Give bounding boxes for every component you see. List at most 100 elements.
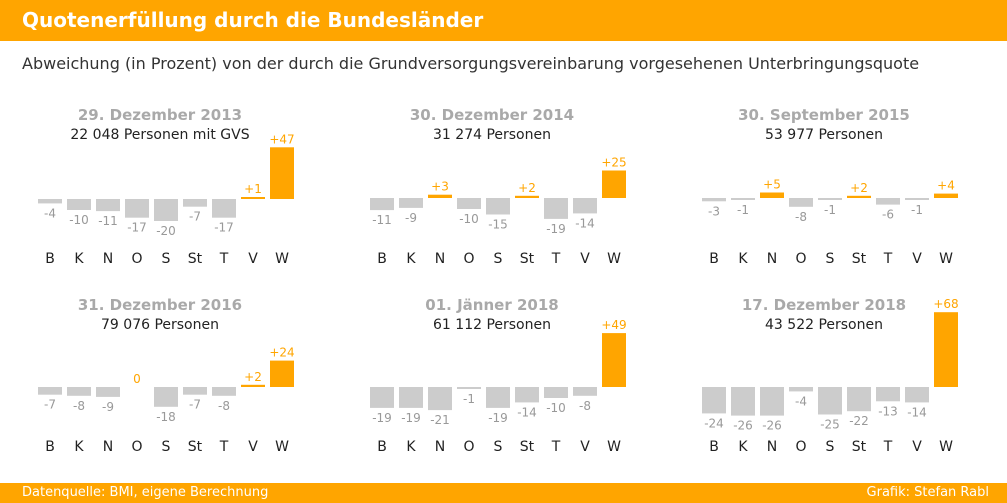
- bar-N: [428, 387, 452, 411]
- header-bar: Quotenerfüllung durch die Bundesländer: [0, 0, 1007, 41]
- bar-T: [876, 387, 900, 402]
- bar-S: [486, 198, 510, 215]
- value-label: -1: [824, 203, 836, 217]
- bar-O: [457, 198, 481, 209]
- bar-N: [760, 387, 784, 416]
- value-label: +49: [601, 318, 626, 332]
- bar-V: [573, 198, 597, 214]
- value-label: +5: [763, 178, 781, 192]
- value-label: -11: [98, 214, 118, 228]
- bar-O: [457, 387, 481, 389]
- value-label: +4: [937, 179, 955, 193]
- bar-T: [212, 199, 236, 218]
- category-label: V: [912, 439, 922, 455]
- panel-date-title: 31. Dezember 2016: [77, 296, 243, 314]
- value-label: -1: [463, 392, 475, 406]
- value-label: +3: [431, 180, 449, 194]
- chart-panel: 31. Dezember 2016 79 076 Personen -7 B -8 K -9…: [0, 296, 320, 486]
- value-label: -8: [73, 399, 85, 413]
- bar-V: [905, 198, 929, 200]
- bar-K: [67, 199, 91, 210]
- value-label: -8: [795, 210, 807, 224]
- panel-person-count: 53 977 Personen: [765, 127, 883, 143]
- category-label: St: [188, 439, 203, 455]
- bar-N: [760, 192, 784, 198]
- value-label: -22: [849, 414, 869, 428]
- bar-T: [876, 198, 900, 205]
- value-label: +25: [601, 156, 626, 170]
- category-label: St: [520, 251, 535, 267]
- category-label: S: [826, 251, 835, 267]
- panel-date-title: 01. Jänner 2018: [425, 296, 559, 314]
- category-label: St: [188, 251, 203, 267]
- value-label: -1: [911, 203, 923, 217]
- value-label: -9: [405, 211, 417, 225]
- value-label: -19: [546, 222, 566, 236]
- chart-panel: 30. Dezember 2014 31 274 Personen -11 B -9 K +…: [332, 106, 652, 296]
- panel-person-count: 61 112 Personen: [433, 317, 551, 333]
- bar-W: [270, 147, 294, 199]
- bar-T: [212, 387, 236, 396]
- graphic-credit: Grafik: Stefan Rabl: [866, 485, 989, 500]
- bar-chart: -7 B -8 K -9 N 0 O -18 S -7 St -8 T +2 V +24 W: [38, 346, 295, 455]
- category-label: B: [45, 251, 55, 267]
- bar-St: [515, 387, 539, 403]
- category-label: N: [767, 439, 777, 455]
- category-label: B: [45, 439, 55, 455]
- bar-St: [515, 195, 539, 198]
- category-label: B: [377, 439, 387, 455]
- bar-S: [818, 198, 842, 200]
- value-label: -10: [459, 212, 479, 226]
- category-label: K: [74, 251, 84, 267]
- bar-V: [573, 387, 597, 396]
- chart-panel: 01. Jänner 2018 61 112 Personen -19 B -19 K -2…: [332, 296, 652, 486]
- bar-W: [602, 333, 626, 387]
- value-label: 0: [133, 372, 141, 386]
- bar-V: [241, 197, 265, 199]
- category-label: K: [738, 439, 748, 455]
- bar-B: [370, 387, 394, 408]
- bar-B: [38, 387, 62, 395]
- bar-O: [789, 198, 813, 207]
- category-label: V: [580, 251, 590, 267]
- value-label: -7: [44, 398, 56, 412]
- category-label: N: [435, 251, 445, 267]
- value-label: -8: [579, 399, 591, 413]
- bar-K: [731, 198, 755, 200]
- panel-person-count: 43 522 Personen: [765, 317, 883, 333]
- bar-S: [154, 387, 178, 407]
- chart-panel: 17. Dezember 2018 43 522 Personen -24 B -26 K…: [664, 296, 984, 486]
- value-label: -4: [795, 394, 807, 408]
- category-label: S: [494, 251, 503, 267]
- category-label: S: [494, 439, 503, 455]
- category-label: O: [131, 439, 142, 455]
- bar-K: [731, 387, 755, 416]
- category-label: V: [580, 439, 590, 455]
- category-label: T: [219, 251, 229, 267]
- value-label: -9: [102, 400, 114, 414]
- bar-N: [428, 194, 452, 198]
- value-label: -19: [372, 411, 392, 425]
- bar-W: [270, 360, 294, 387]
- category-label: S: [162, 439, 171, 455]
- chart-panel: 29. Dezember 2013 22 048 Personen mit GVS…: [0, 106, 320, 296]
- category-label: O: [795, 439, 806, 455]
- bar-O: [789, 387, 813, 392]
- value-label: -20: [156, 224, 176, 238]
- value-label: -14: [907, 405, 927, 419]
- category-label: W: [939, 439, 953, 455]
- value-label: -17: [127, 221, 147, 235]
- value-label: -7: [189, 398, 201, 412]
- bar-K: [399, 387, 423, 408]
- category-label: B: [377, 251, 387, 267]
- bar-S: [486, 387, 510, 408]
- bar-O: [125, 199, 149, 218]
- category-label: V: [912, 251, 922, 267]
- category-label: O: [131, 251, 142, 267]
- value-label: -17: [214, 221, 234, 235]
- category-label: W: [275, 251, 289, 267]
- panel-date-title: 17. Dezember 2018: [741, 296, 907, 314]
- value-label: -10: [546, 401, 566, 415]
- panel-date-title: 30. September 2015: [738, 106, 910, 124]
- category-label: K: [406, 251, 416, 267]
